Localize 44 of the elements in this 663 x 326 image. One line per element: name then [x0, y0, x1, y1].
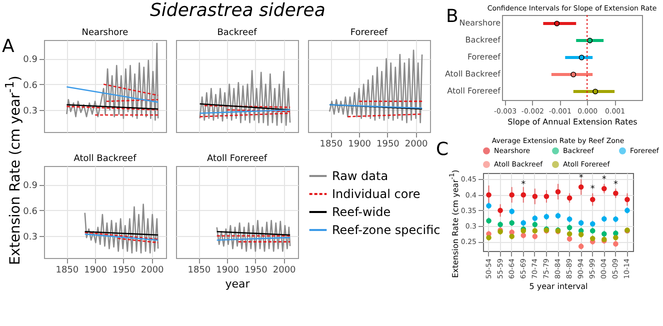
annotation: *: [578, 174, 584, 184]
text: C: [436, 139, 449, 160]
text: B: [446, 6, 458, 27]
chart-title: Backreef: [217, 28, 258, 38]
x-tick-label: 1850: [56, 266, 79, 276]
x-axis-title: 5 year interval: [529, 282, 588, 291]
y-tick-label: Nearshore: [459, 18, 501, 28]
x-tick-label: 1850: [320, 140, 343, 150]
annotation: *: [521, 180, 526, 190]
y-tick-label: 0.3: [23, 232, 38, 242]
y-tick-label: 0.9: [23, 181, 38, 192]
y-tick-label: Atoll Backreef: [444, 70, 501, 78]
y-tick-label: Backreef: [465, 36, 501, 44]
x-tick-label: 2000: [404, 140, 428, 150]
x-tick-label: 2000: [140, 266, 164, 276]
x-tick-label: 1950: [376, 140, 400, 150]
text: Siderastrea siderea: [150, 0, 326, 21]
y-tick-label: Forereef: [467, 52, 501, 62]
x-tick-label: 1900: [216, 266, 240, 276]
y-tick-label: 0.6: [23, 80, 38, 91]
annotation: *: [590, 184, 596, 195]
legend-label: Reef-zone specific: [332, 223, 440, 237]
y-tick-label: 0.6: [23, 206, 38, 217]
x-axis-title: Slope of Annual Extension Rates: [508, 118, 638, 126]
y-tick-label: 0.9: [23, 55, 38, 66]
chart-title: Atoll Backreef: [74, 154, 138, 164]
x-tick-label: 2000: [272, 266, 296, 276]
x-tick-label: 1900: [84, 266, 108, 276]
chart-title: Forereef: [350, 28, 388, 38]
annotation: *: [602, 175, 607, 186]
annotation: *: [613, 180, 618, 190]
legend-label: Raw data: [332, 169, 388, 183]
x-axis-title: year: [225, 278, 250, 290]
y-tick-label: Atoll Forereef: [447, 86, 501, 96]
x-tick-label: 1950: [244, 266, 268, 276]
legend-label: Individual core: [332, 187, 420, 201]
x-tick-label: 1950: [112, 266, 136, 276]
text: A: [2, 36, 14, 57]
chart-title: Atoll Forereef: [206, 154, 268, 164]
x-tick-label: 1850: [188, 266, 211, 276]
chart-title: Nearshore: [82, 28, 129, 38]
x-tick-label: 1900: [348, 140, 372, 150]
legend-label: Reef-wide: [332, 205, 391, 219]
y-tick-label: 0.3: [23, 106, 38, 116]
